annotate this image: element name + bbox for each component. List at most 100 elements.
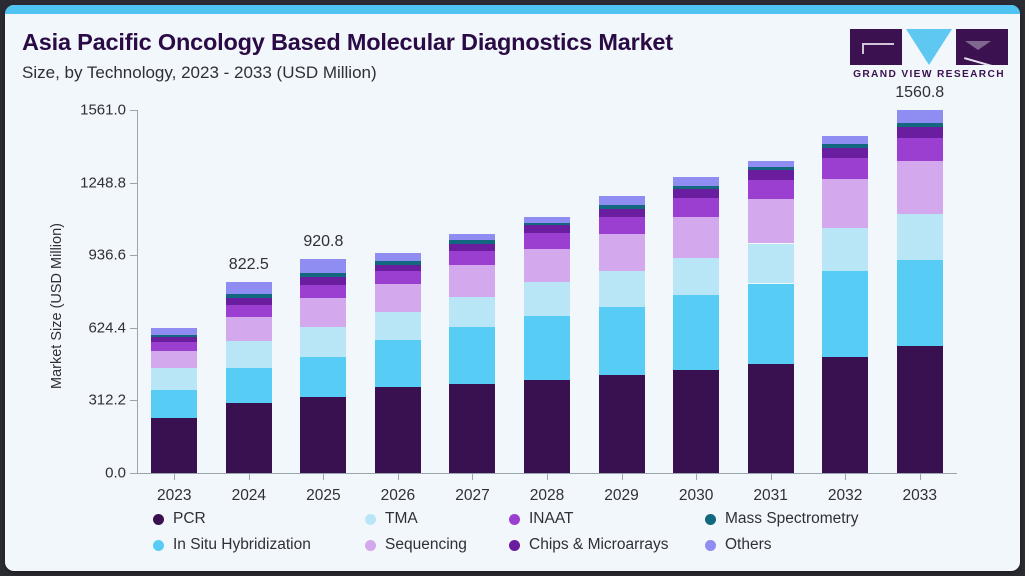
bar-segment[interactable] [598, 204, 645, 209]
bar-segment[interactable] [673, 216, 720, 258]
bar-segment[interactable] [598, 233, 645, 272]
bar-segment[interactable] [225, 293, 272, 298]
bar-segment[interactable] [822, 356, 869, 473]
bar-segment[interactable] [524, 379, 570, 473]
bar-segment[interactable] [598, 217, 645, 234]
bar-segment[interactable] [524, 248, 570, 283]
bar-segment[interactable] [673, 369, 720, 473]
bar-segment[interactable] [225, 304, 272, 317]
bar-segment[interactable] [673, 198, 720, 217]
bar-segment[interactable] [151, 351, 198, 369]
bar-segment[interactable] [747, 180, 794, 200]
bar-segment[interactable] [151, 418, 198, 473]
bar-segment[interactable] [747, 167, 794, 171]
bar-segment[interactable] [374, 270, 421, 284]
bar-segment[interactable] [300, 285, 347, 298]
bar-segment[interactable] [673, 189, 720, 199]
bar-2023[interactable] [151, 327, 198, 473]
bar-segment[interactable] [673, 177, 720, 187]
bar-segment[interactable] [598, 208, 645, 218]
bar-segment[interactable] [896, 123, 943, 127]
bar-2030[interactable] [673, 177, 720, 473]
bar-segment[interactable] [300, 397, 347, 473]
bar-segment[interactable] [151, 390, 198, 419]
bar-segment[interactable] [225, 316, 272, 342]
bar-segment[interactable] [449, 233, 496, 240]
bar-segment[interactable] [374, 261, 421, 265]
bar-segment[interactable] [524, 225, 570, 234]
bar-segment[interactable] [524, 223, 570, 226]
bar-segment[interactable] [225, 403, 272, 473]
bar-segment[interactable] [300, 277, 347, 286]
bar-segment[interactable] [449, 243, 496, 251]
bar-segment[interactable] [449, 384, 496, 473]
bar-segment[interactable] [896, 138, 943, 161]
legend-item-others[interactable]: Others [705, 536, 772, 554]
bar-segment[interactable] [449, 296, 496, 327]
bar-segment[interactable] [598, 196, 645, 205]
bar-segment[interactable] [524, 316, 570, 380]
legend-item-in-situ-hybridization[interactable]: In Situ Hybridization [153, 536, 311, 554]
bar-segment[interactable] [896, 110, 943, 124]
bar-segment[interactable] [225, 297, 272, 305]
bar-segment[interactable] [524, 282, 570, 317]
bar-2031[interactable] [747, 160, 794, 473]
bar-segment[interactable] [374, 340, 421, 387]
bar-2028[interactable] [524, 217, 570, 473]
legend-item-mass-spectrometry[interactable]: Mass Spectrometry [705, 510, 859, 528]
bar-segment[interactable] [598, 375, 645, 473]
bar-segment[interactable] [225, 281, 272, 294]
bar-segment[interactable] [896, 160, 943, 215]
bar-segment[interactable] [747, 170, 794, 181]
bar-segment[interactable] [822, 135, 869, 145]
bar-segment[interactable] [300, 356, 347, 398]
bar-segment[interactable] [151, 327, 198, 336]
legend-item-tma[interactable]: TMA [365, 510, 418, 528]
bar-2025[interactable] [300, 258, 347, 473]
bar-segment[interactable] [747, 160, 794, 168]
bar-segment[interactable] [822, 147, 869, 159]
bar-segment[interactable] [225, 368, 272, 404]
bar-segment[interactable] [747, 199, 794, 244]
bar-segment[interactable] [673, 186, 720, 190]
bar-segment[interactable] [151, 335, 198, 338]
bar-segment[interactable] [896, 126, 943, 139]
bar-2024[interactable] [225, 281, 272, 473]
bar-2029[interactable] [598, 196, 645, 473]
bar-segment[interactable] [673, 257, 720, 296]
bar-segment[interactable] [896, 346, 943, 473]
bar-segment[interactable] [374, 264, 421, 271]
bar-segment[interactable] [449, 326, 496, 385]
bar-segment[interactable] [151, 342, 198, 352]
bar-segment[interactable] [822, 144, 869, 148]
bar-segment[interactable] [598, 306, 645, 376]
bar-segment[interactable] [374, 311, 421, 340]
bar-segment[interactable] [822, 158, 869, 180]
bar-segment[interactable] [449, 250, 496, 266]
bar-segment[interactable] [747, 363, 794, 473]
bar-segment[interactable] [598, 271, 645, 307]
bar-2033[interactable] [896, 110, 943, 473]
bar-segment[interactable] [151, 337, 198, 343]
bar-segment[interactable] [300, 326, 347, 357]
bar-segment[interactable] [225, 341, 272, 369]
bar-segment[interactable] [449, 265, 496, 297]
bar-segment[interactable] [822, 228, 869, 271]
legend-item-pcr[interactable]: PCR [153, 510, 206, 528]
bar-segment[interactable] [896, 259, 943, 347]
bar-segment[interactable] [822, 270, 869, 357]
bar-segment[interactable] [151, 368, 198, 391]
bar-segment[interactable] [300, 258, 347, 273]
bar-segment[interactable] [524, 217, 570, 224]
bar-segment[interactable] [300, 297, 347, 327]
bar-2026[interactable] [374, 253, 421, 473]
bar-segment[interactable] [374, 386, 421, 473]
bar-2027[interactable] [449, 233, 496, 473]
bar-segment[interactable] [300, 272, 347, 278]
bar-segment[interactable] [747, 243, 794, 284]
bar-segment[interactable] [374, 283, 421, 312]
bar-segment[interactable] [374, 253, 421, 262]
legend-item-chips-microarrays[interactable]: Chips & Microarrays [509, 536, 669, 554]
bar-segment[interactable] [822, 179, 869, 229]
bar-segment[interactable] [524, 233, 570, 249]
